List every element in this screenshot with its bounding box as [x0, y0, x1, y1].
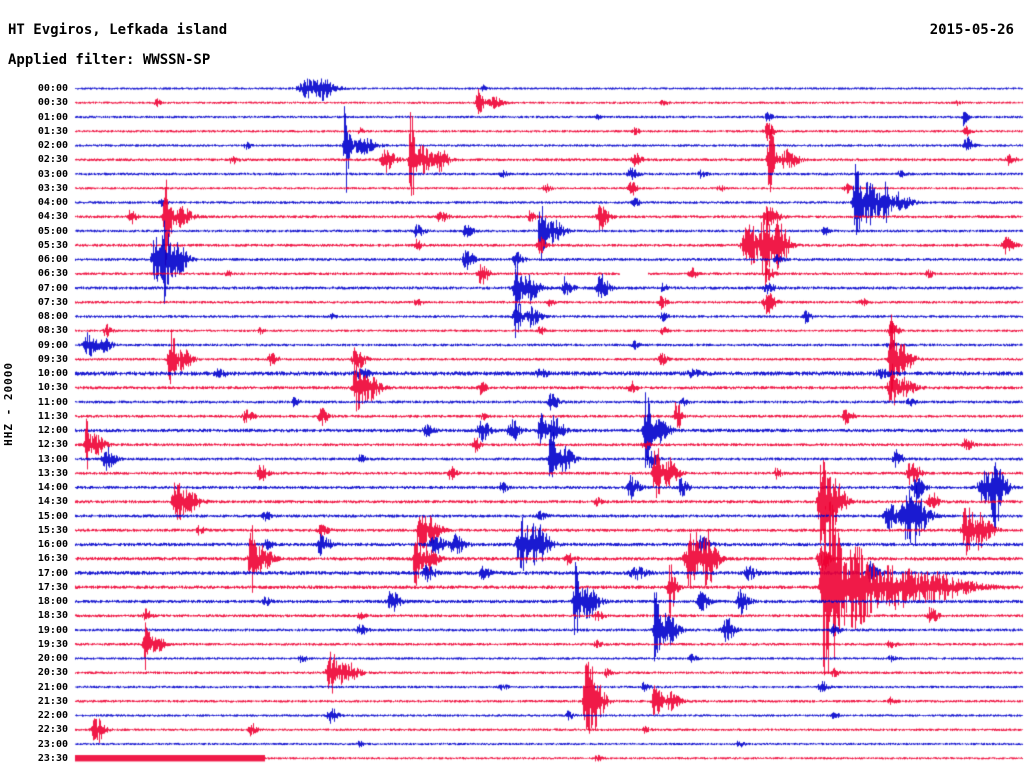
- helicorder-page: HT Evgiros, Lefkada island 2015-05-26 Ap…: [0, 0, 1024, 780]
- seismogram-canvas: [0, 0, 1024, 780]
